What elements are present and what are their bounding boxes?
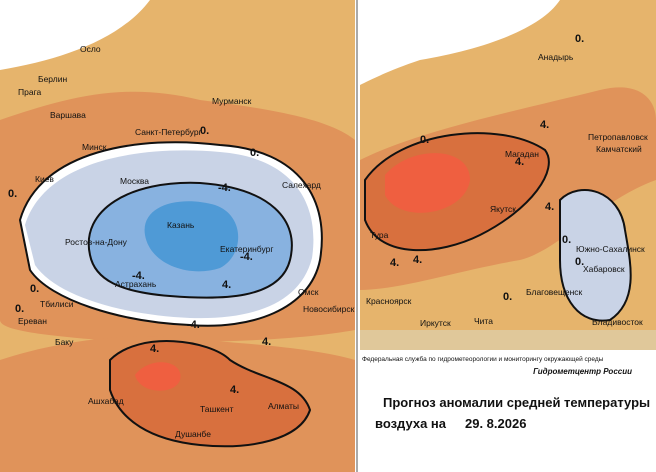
city-label: Варшава <box>50 110 86 120</box>
city-label: Осло <box>80 44 101 54</box>
contour-label: -4. <box>218 182 231 194</box>
city-label: Прага <box>18 87 41 97</box>
city-label: Киев <box>35 174 54 184</box>
city-label: Анадырь <box>538 52 574 62</box>
contour-label: 4. <box>545 201 554 213</box>
center-name: Гидрометцентр России <box>533 367 632 376</box>
left-map <box>0 0 355 472</box>
city-label: Санкт-Петербург <box>135 127 202 137</box>
city-label: Астрахань <box>115 279 157 289</box>
city-label: Красноярск <box>366 296 412 306</box>
contour-label: 0. <box>30 283 39 295</box>
contour-label: 0. <box>575 33 584 45</box>
city-label: Ростов-на-Дону <box>65 237 128 247</box>
city-label: Тура <box>370 230 389 240</box>
city-label: Екатеринбург <box>220 244 273 254</box>
city-label: Тбилиси <box>40 299 74 309</box>
city-label: Южно-Сахалинск <box>576 244 645 254</box>
contour-label: 0. <box>420 134 429 146</box>
date-prefix: воздуха на <box>375 416 447 431</box>
city-label: Магадан <box>505 149 539 159</box>
contour-label: -4. <box>132 270 145 282</box>
city-label: Казань <box>167 220 195 230</box>
city-label: Ташкент <box>200 404 234 414</box>
contour-label: 0. <box>200 125 209 137</box>
city-label: Чита <box>474 316 493 326</box>
contour-label: -4. <box>240 251 253 263</box>
contour-label: 4. <box>515 156 524 168</box>
contour-label: 0. <box>8 188 17 200</box>
city-label: Баку <box>55 337 74 347</box>
contour-label: 0. <box>503 291 512 303</box>
city-label: Минск <box>82 142 107 152</box>
title: Прогноз аномалии средней температуры <box>383 395 650 410</box>
city-label: Якутск <box>490 204 516 214</box>
contour-label: 0. <box>575 256 584 268</box>
city-label: Хабаровск <box>583 264 625 274</box>
city-label: Ашхабад <box>88 396 124 406</box>
date: 29. 8.2026 <box>465 416 526 431</box>
city-label: Москва <box>120 176 149 186</box>
caption-box <box>360 350 656 472</box>
contour-label: 4. <box>262 336 271 348</box>
city-label: Камчатский <box>596 144 642 154</box>
contour-label: 0. <box>15 303 24 315</box>
right-map <box>360 0 656 350</box>
contour-label: 4. <box>413 254 422 266</box>
city-label: Ереван <box>18 316 47 326</box>
contour-label: 4. <box>230 384 239 396</box>
contour-label: -4. <box>187 319 200 331</box>
city-label: Омск <box>298 287 319 297</box>
city-label: Иркутск <box>420 318 451 328</box>
contour-label: 4. <box>390 257 399 269</box>
city-label: Новосибирск <box>303 304 355 314</box>
city-label: Алматы <box>268 401 299 411</box>
agency: Федеральная служба по гидрометеорологии … <box>362 355 604 363</box>
city-label: Мурманск <box>212 96 252 106</box>
city-label: Салехард <box>282 180 321 190</box>
city-label: Благовещенск <box>526 287 583 297</box>
contour-label: 0. <box>250 147 259 159</box>
city-label: Владивосток <box>592 317 643 327</box>
city-label: Берлин <box>38 74 67 84</box>
contour-label: 0. <box>562 234 571 246</box>
city-label: Душанбе <box>175 429 211 439</box>
contour-label: 4. <box>540 119 549 131</box>
city-label: Петропавловск <box>588 132 648 142</box>
contour-label: 4. <box>222 279 231 291</box>
contour-label: 4. <box>150 343 159 355</box>
